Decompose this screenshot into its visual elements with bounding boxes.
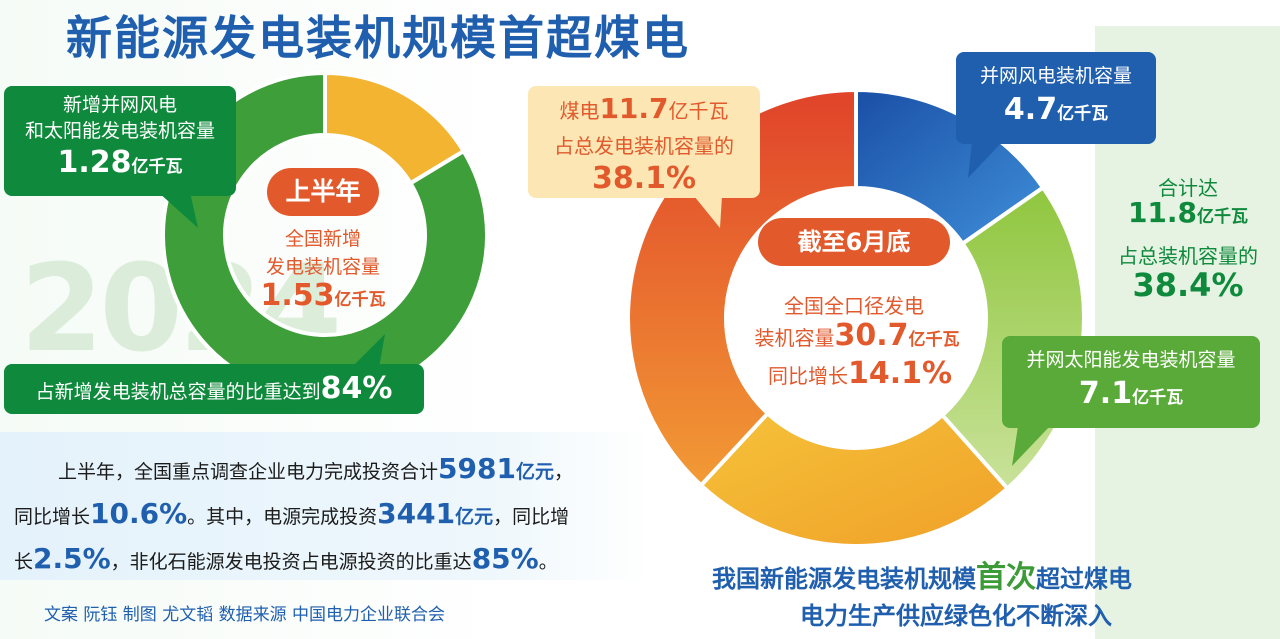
coal-unit: 亿千瓦 bbox=[668, 99, 729, 123]
right-center-cap: 截至6月底 bbox=[758, 218, 950, 266]
left-bottom-callout-value: 84% bbox=[320, 371, 393, 406]
wind-callout: 并网风电装机容量 4.7亿千瓦 bbox=[956, 52, 1156, 144]
right-center-label-3: 同比增长 bbox=[767, 364, 848, 388]
left-top-callout: 新增并网风电 和太阳能发电装机容量 1.28亿千瓦 bbox=[4, 86, 236, 196]
left-center-label-2: 发电装机容量 bbox=[265, 256, 380, 278]
right-center-label-1: 全国全口径发电 bbox=[784, 294, 924, 318]
right-center-unit: 亿千瓦 bbox=[908, 330, 960, 350]
info-p6: 长 bbox=[14, 551, 34, 573]
solar-value-line: 7.1亿千瓦 bbox=[1002, 374, 1260, 418]
coal-label: 煤电 bbox=[559, 99, 600, 123]
total-value: 11.8 bbox=[1127, 196, 1198, 229]
right-center-growth: 14.1% bbox=[847, 356, 953, 391]
left-bottom-callout-pointer bbox=[351, 334, 385, 368]
info-v3: 3441 bbox=[377, 497, 456, 530]
info-v4: 2.5% bbox=[33, 542, 111, 575]
info-v1: 5981 bbox=[438, 452, 516, 485]
info-p5: ，同比增 bbox=[493, 506, 570, 528]
summary-line-1-post: 超过煤电 bbox=[1036, 565, 1132, 593]
left-top-callout-unit: 亿千瓦 bbox=[131, 157, 183, 177]
coal-callout-line1: 煤电11.7亿千瓦 bbox=[528, 90, 760, 132]
total-label: 合计达 bbox=[1158, 176, 1218, 200]
left-top-callout-number: 1.28 bbox=[57, 145, 132, 180]
total-value-line: 11.8亿千瓦 bbox=[1108, 196, 1268, 229]
info-p1: 上半年，全国重点调查企业电力完成投资合计 bbox=[58, 461, 439, 483]
total-share-label: 占总装机容量的 bbox=[1118, 244, 1258, 268]
right-center-line-2: 装机容量30.7亿千瓦 bbox=[732, 318, 982, 353]
wind-callout-pointer bbox=[968, 142, 1002, 178]
solar-callout-pointer bbox=[1012, 426, 1050, 466]
info-p8: 。 bbox=[538, 551, 558, 573]
coal-share-value: 38.1% bbox=[591, 161, 697, 196]
info-u1: 亿元 bbox=[515, 461, 554, 483]
solar-callout: 并网太阳能发电装机容量 7.1亿千瓦 bbox=[1002, 336, 1260, 428]
total-share-value: 38.4% bbox=[1132, 266, 1244, 304]
summary-line-1-pre: 我国新能源发电装机规模 bbox=[712, 565, 976, 593]
left-center-cap: 上半年 bbox=[267, 168, 379, 216]
summary-line-1-highlight: 首次 bbox=[976, 560, 1036, 595]
summary-line-2: 电力生产供应绿色化不断深入 bbox=[800, 602, 1112, 630]
right-center-number: 30.7 bbox=[834, 318, 909, 353]
info-p4: 。其中，电源完成投资 bbox=[187, 506, 378, 528]
page-title: 新能源发电装机规模首超煤电 bbox=[66, 11, 690, 65]
wind-label: 并网风电装机容量 bbox=[979, 65, 1132, 87]
left-top-callout-pointer bbox=[158, 192, 198, 228]
wind-value: 4.7 bbox=[1003, 92, 1058, 127]
total-unit: 亿千瓦 bbox=[1197, 207, 1249, 227]
left-center-label-1: 全国新增 bbox=[284, 228, 361, 250]
info-box bbox=[0, 432, 650, 580]
info-v2: 10.6% bbox=[90, 497, 188, 530]
right-center-label-2: 装机容量 bbox=[754, 326, 835, 350]
summary-line-1: 我国新能源发电装机规模首次超过煤电 bbox=[712, 552, 1132, 596]
info-v5: 85% bbox=[471, 542, 539, 575]
solar-unit: 亿千瓦 bbox=[1132, 388, 1184, 408]
wind-value-line: 4.7亿千瓦 bbox=[956, 90, 1156, 134]
info-p2: ， bbox=[553, 461, 573, 483]
solar-label: 并网太阳能发电装机容量 bbox=[1026, 349, 1236, 371]
solar-value: 7.1 bbox=[1078, 376, 1133, 411]
left-center-value: 1.53亿千瓦 bbox=[240, 278, 406, 313]
left-center-number: 1.53 bbox=[260, 278, 335, 313]
right-center-line-3: 同比增长14.1% bbox=[752, 356, 968, 391]
wind-unit: 亿千瓦 bbox=[1057, 104, 1109, 124]
left-center-unit: 亿千瓦 bbox=[334, 290, 386, 310]
info-u3: 亿元 bbox=[455, 506, 494, 528]
donut-slice-3 bbox=[698, 410, 1011, 548]
coal-value: 11.7 bbox=[599, 92, 669, 125]
coal-share-label: 占总发电装机容量的 bbox=[554, 134, 734, 158]
left-bottom-callout-text: 占新增发电装机总容量的比重达到 bbox=[35, 381, 321, 403]
left-bottom-callout: 占新增发电装机总容量的比重达到84% bbox=[4, 364, 424, 414]
left-top-callout-line2: 和太阳能发电装机容量 bbox=[24, 120, 215, 142]
info-p3: 同比增长 bbox=[14, 506, 91, 528]
left-top-callout-value: 1.28亿千瓦 bbox=[4, 144, 236, 186]
info-p7: ，非化石能源发电投资占电源投资的比重达 bbox=[110, 551, 472, 573]
coal-callout: 煤电11.7亿千瓦 占总发电装机容量的 38.1% bbox=[528, 86, 760, 198]
info-paragraph: 上半年，全国重点调查企业电力完成投资合计5981亿元， 同比增长10.6%。其中… bbox=[14, 448, 644, 583]
credits-line: 文案 阮钰 制图 尤文韬 数据来源 中国电力企业联合会 bbox=[44, 605, 446, 625]
left-top-callout-line1: 新增并网风电 bbox=[62, 94, 177, 116]
coal-callout-pointer bbox=[694, 196, 722, 228]
